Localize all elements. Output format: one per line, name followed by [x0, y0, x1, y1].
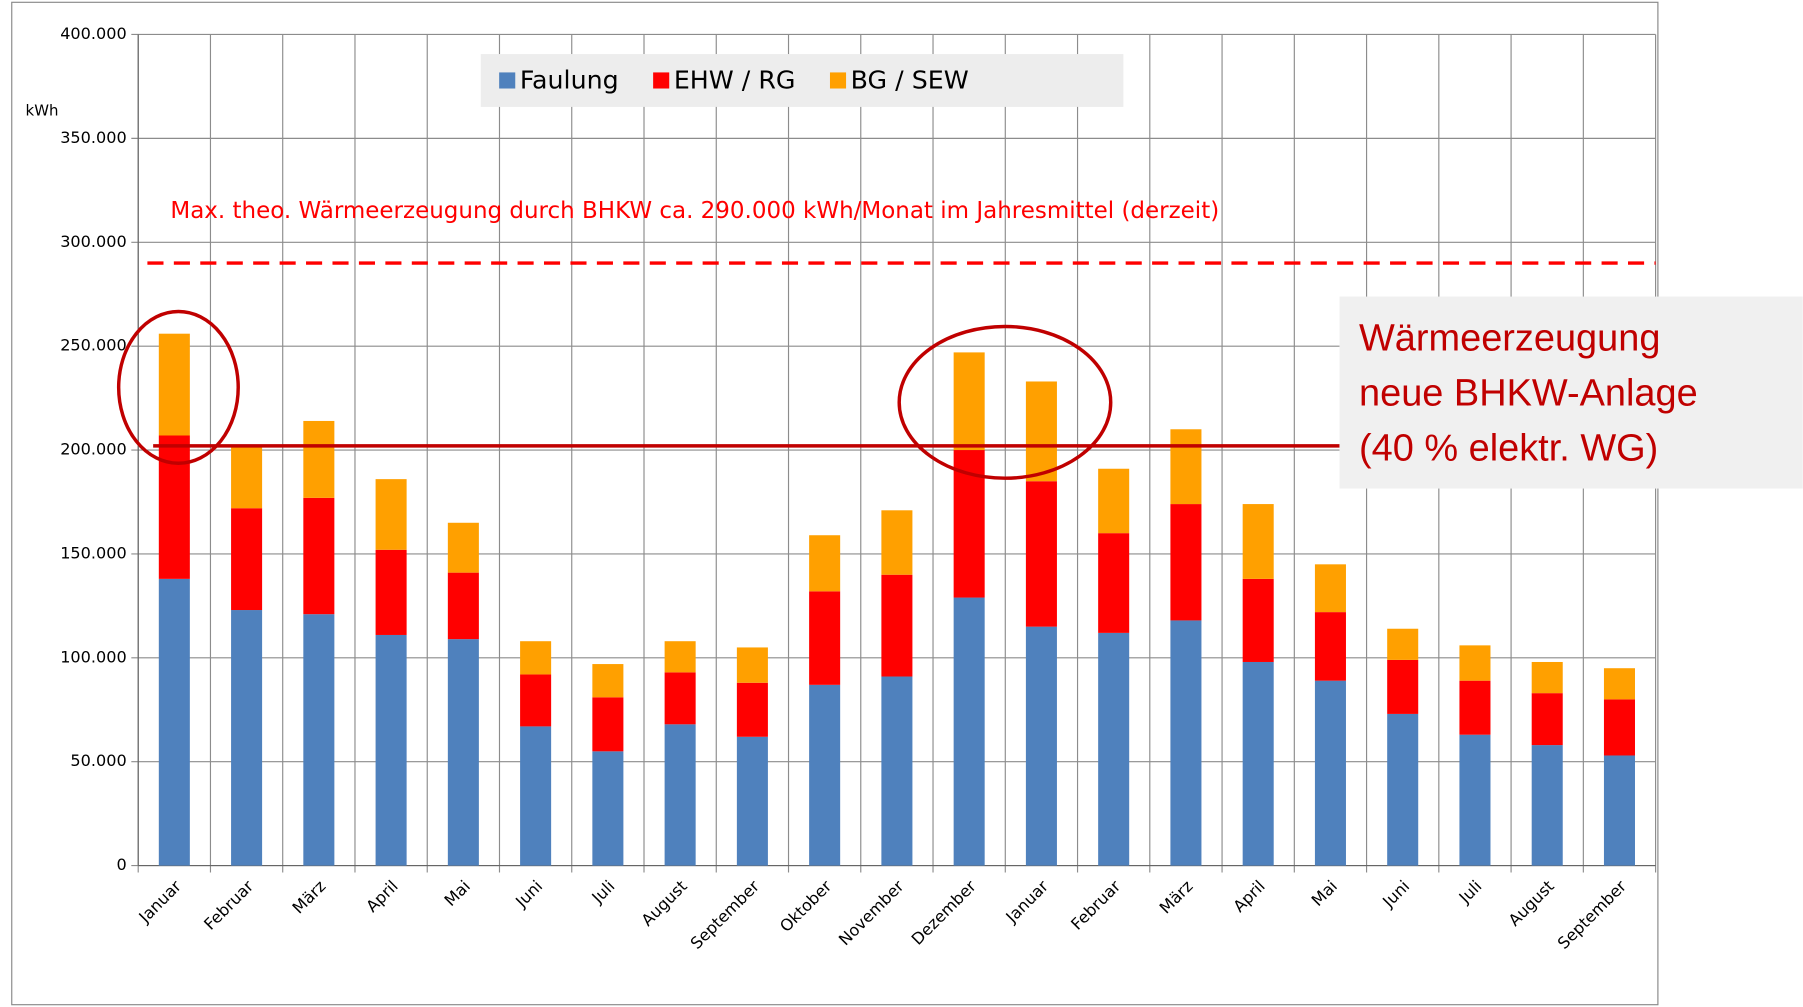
legend-swatch	[829, 72, 847, 89]
annotation-text: neue BHKW-Anlage	[1359, 372, 1698, 414]
bar-segment	[1098, 468, 1130, 534]
bar-segment	[809, 535, 841, 592]
bar-segment	[736, 736, 768, 866]
highlight-ellipse	[897, 324, 1113, 480]
bar-segment	[1314, 564, 1346, 613]
bar-segment	[1242, 504, 1274, 579]
bar-segment	[1603, 755, 1635, 866]
y-tick-label: 250.000	[60, 336, 127, 355]
bar-segment	[520, 674, 552, 727]
y-tick-label: 0	[116, 855, 126, 874]
annotation-text: Wärmeerzeugung	[1359, 317, 1660, 359]
bar-segment	[664, 641, 696, 673]
legend-swatch	[653, 72, 670, 89]
bar-segment	[1459, 734, 1491, 866]
bar-segment	[1531, 661, 1563, 694]
bar-segment	[1603, 668, 1635, 700]
y-tick-label: 200.000	[60, 440, 127, 459]
bar-segment	[1603, 699, 1635, 756]
bar-segment	[592, 697, 624, 752]
legend-label: BG / SEW	[851, 66, 969, 95]
bar-segment	[1531, 745, 1563, 866]
bar-segment	[881, 676, 913, 866]
y-tick-label: 350.000	[60, 128, 127, 147]
bar-segment	[664, 724, 696, 866]
bar-segment	[1025, 381, 1057, 482]
bar-segment	[1170, 504, 1202, 621]
bar-segment	[303, 497, 335, 615]
bar-segment	[231, 508, 263, 611]
legend-label: EHW / RG	[674, 66, 796, 95]
bar-segment	[375, 634, 407, 866]
bar-segment	[664, 672, 696, 725]
y-tick-label: 400.000	[60, 24, 127, 43]
legend-swatch	[499, 72, 516, 89]
bar-segment	[231, 610, 263, 866]
bar-segment	[736, 682, 768, 737]
bar-segment	[1387, 713, 1419, 866]
annotation-box	[1339, 296, 1803, 489]
bar-segment	[809, 591, 841, 685]
highlight-ellipse	[116, 309, 240, 465]
bar-segment	[1242, 661, 1274, 866]
bar-segment	[1459, 680, 1491, 735]
reference-label: Max. theo. Wärmeerzeugung durch BHKW ca.…	[170, 198, 1219, 224]
bar-segment	[1531, 693, 1563, 746]
bar-segment	[520, 726, 552, 866]
y-axis-label: kWh	[26, 102, 59, 120]
bar-segment	[1459, 645, 1491, 681]
bar-segment	[1387, 659, 1419, 714]
y-tick-label: 50.000	[70, 751, 126, 770]
y-tick-label: 300.000	[60, 232, 127, 251]
bar-segment	[881, 510, 913, 575]
legend-label: Faulung	[520, 66, 619, 95]
bar-segment	[447, 639, 479, 866]
bar-segment	[592, 664, 624, 698]
bar-segment	[375, 549, 407, 635]
bar-segment	[1242, 578, 1274, 662]
bar-segment	[158, 435, 190, 579]
bar-segment	[809, 684, 841, 866]
bar-segment	[881, 574, 913, 677]
legend-box	[480, 54, 1124, 107]
bar-segment	[953, 352, 985, 451]
y-tick-label: 150.000	[60, 543, 127, 562]
bar-segment	[1314, 680, 1346, 866]
bar-segment	[158, 333, 190, 436]
bar-segment	[592, 751, 624, 866]
bar-segment	[1025, 481, 1057, 627]
bar-segment	[303, 420, 335, 498]
bar-segment	[953, 597, 985, 866]
bar-segment	[231, 445, 263, 509]
bar-segment	[1170, 429, 1202, 505]
y-tick-label: 100.000	[60, 647, 127, 666]
bar-segment	[1098, 632, 1130, 866]
bar-segment	[447, 522, 479, 573]
bar-segment	[1387, 628, 1419, 660]
bar-segment	[1170, 620, 1202, 866]
bar-segment	[1098, 533, 1130, 633]
annotation-text: (40 % elektr. WG)	[1359, 428, 1658, 470]
bar-segment	[158, 578, 190, 866]
bar-segment	[375, 479, 407, 550]
bar-segment	[303, 614, 335, 866]
bar-segment	[447, 572, 479, 640]
bar-segment	[1025, 626, 1057, 866]
bar-segment	[520, 641, 552, 675]
bar-segment	[736, 647, 768, 683]
bar-segment	[1314, 612, 1346, 681]
